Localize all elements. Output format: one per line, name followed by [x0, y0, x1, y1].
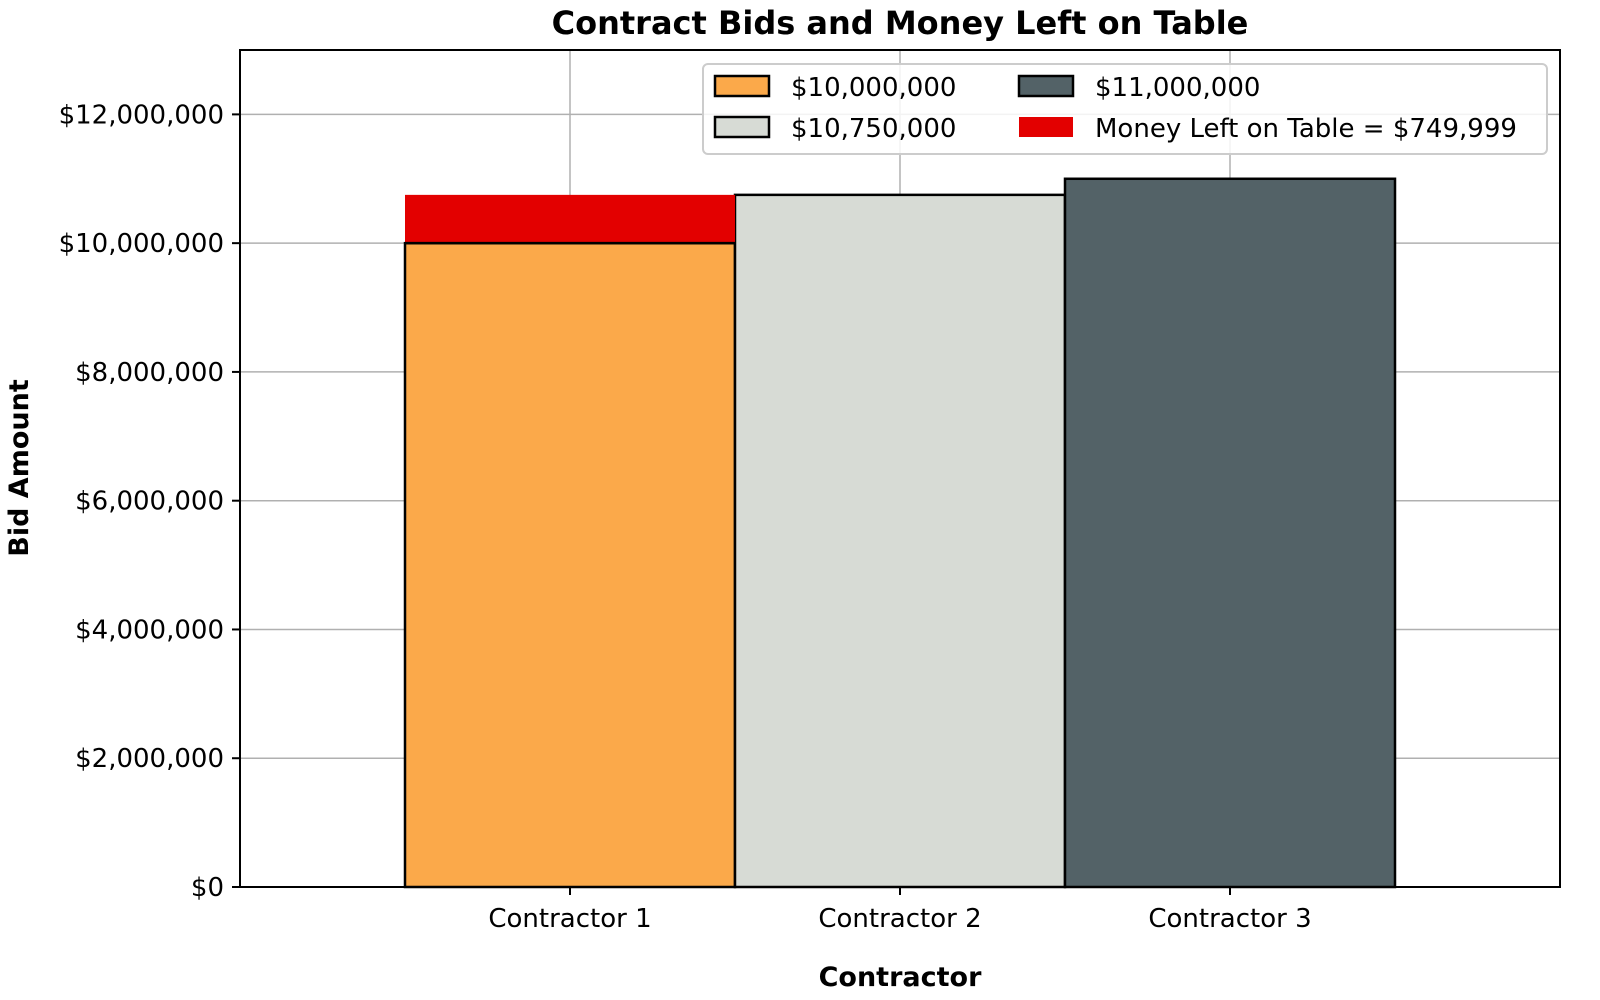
legend-label: $10,000,000 — [791, 73, 956, 103]
y-tick-label: $10,000,000 — [59, 229, 224, 259]
legend-swatch — [713, 115, 771, 139]
y-tick-label: $12,000,000 — [59, 100, 224, 130]
chart-title: Contract Bids and Money Left on Table — [552, 4, 1249, 42]
y-axis-label: Bid Amount — [4, 379, 35, 557]
bars — [403, 177, 1397, 889]
legend-label: $11,000,000 — [1095, 73, 1260, 103]
x-tick-label: Contractor 1 — [488, 904, 651, 934]
bar-contractor-1 — [403, 241, 737, 889]
legend-swatch — [1019, 117, 1073, 137]
y-tick-label: $8,000,000 — [75, 358, 224, 388]
legend-swatch — [1017, 74, 1075, 98]
x-tick-label: Contractor 3 — [1148, 904, 1311, 934]
legend: $10,000,000 $10,750,000 $11,000,000 Money L… — [702, 63, 1548, 155]
x-tick-label: Contractor 2 — [818, 904, 981, 934]
y-tick-label: $0 — [191, 873, 224, 903]
bar-contractor-3 — [1063, 177, 1397, 889]
legend-label: $10,750,000 — [791, 114, 956, 144]
legend-box — [702, 63, 1548, 155]
y-tick-label: $2,000,000 — [75, 744, 224, 774]
y-tick-label: $4,000,000 — [75, 615, 224, 645]
legend-swatch — [713, 74, 771, 98]
bar-contractor-2 — [733, 193, 1067, 889]
legend-label: Money Left on Table = $749,999 — [1095, 114, 1517, 144]
axes: $0 $2,000,000 $4,000,000 $6,000,000 $8,000,0… — [59, 49, 1561, 934]
money-left-segment — [405, 194, 735, 244]
x-axis-label: Contractor — [819, 962, 982, 993]
y-tick-label: $6,000,000 — [75, 487, 224, 517]
